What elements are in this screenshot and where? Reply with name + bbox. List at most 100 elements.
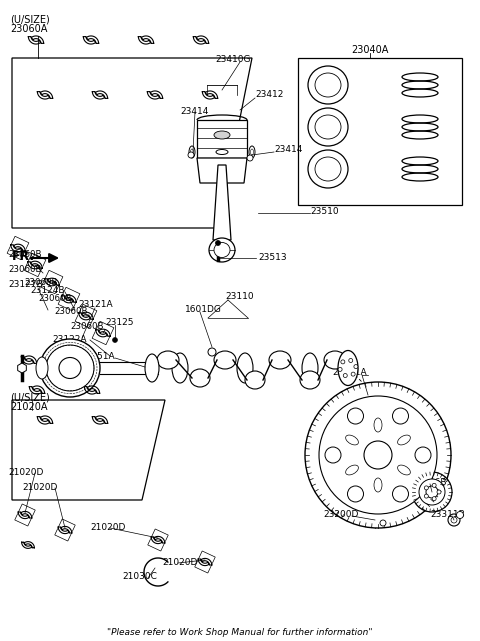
Polygon shape <box>98 329 110 337</box>
Ellipse shape <box>374 478 382 492</box>
Ellipse shape <box>397 435 410 445</box>
Text: FR.: FR. <box>12 250 35 263</box>
Text: 23513: 23513 <box>258 253 287 262</box>
Ellipse shape <box>300 371 320 389</box>
Text: 23412: 23412 <box>255 90 283 99</box>
Polygon shape <box>48 278 59 285</box>
Polygon shape <box>12 400 165 500</box>
Polygon shape <box>21 356 34 364</box>
Text: 24351A: 24351A <box>80 352 115 361</box>
Circle shape <box>208 348 216 356</box>
Polygon shape <box>31 261 42 268</box>
Text: 23311B: 23311B <box>430 510 465 519</box>
Text: 21020D: 21020D <box>90 523 125 532</box>
Text: 23414: 23414 <box>180 107 208 116</box>
Text: 23410G: 23410G <box>215 55 251 64</box>
Polygon shape <box>86 36 99 44</box>
Circle shape <box>415 447 431 463</box>
Ellipse shape <box>315 157 341 181</box>
Text: 21020D: 21020D <box>22 483 58 492</box>
Ellipse shape <box>397 465 410 475</box>
Polygon shape <box>61 526 72 533</box>
Polygon shape <box>96 91 108 99</box>
Ellipse shape <box>214 242 230 258</box>
Ellipse shape <box>36 357 48 379</box>
Polygon shape <box>21 512 32 518</box>
Polygon shape <box>12 58 252 228</box>
Circle shape <box>216 240 220 246</box>
Circle shape <box>424 486 428 490</box>
Ellipse shape <box>346 435 359 445</box>
Ellipse shape <box>419 479 445 505</box>
Text: 21030C: 21030C <box>122 572 157 581</box>
Ellipse shape <box>59 358 81 378</box>
Polygon shape <box>147 92 160 99</box>
Text: 21020A: 21020A <box>10 402 48 412</box>
Ellipse shape <box>269 351 291 369</box>
Ellipse shape <box>319 396 437 514</box>
Ellipse shape <box>412 472 452 512</box>
Polygon shape <box>45 279 57 286</box>
Circle shape <box>424 494 428 498</box>
Polygon shape <box>96 416 108 424</box>
Circle shape <box>432 483 436 487</box>
Polygon shape <box>62 296 73 303</box>
Bar <box>197 120 247 158</box>
Polygon shape <box>24 356 36 363</box>
Ellipse shape <box>190 369 210 387</box>
Text: 21121A: 21121A <box>332 368 367 377</box>
Circle shape <box>188 152 194 158</box>
Text: 23040A: 23040A <box>351 45 389 55</box>
Polygon shape <box>203 92 215 99</box>
Circle shape <box>448 514 460 526</box>
Ellipse shape <box>237 353 253 383</box>
Polygon shape <box>96 329 108 337</box>
Text: 23060B: 23060B <box>70 322 104 331</box>
Text: 21020D: 21020D <box>162 558 197 567</box>
Ellipse shape <box>46 345 94 391</box>
Ellipse shape <box>364 441 392 469</box>
Text: 23060B: 23060B <box>54 307 87 316</box>
Polygon shape <box>29 387 42 394</box>
Polygon shape <box>22 542 32 548</box>
Polygon shape <box>79 356 92 363</box>
Polygon shape <box>32 386 45 394</box>
Ellipse shape <box>189 146 195 158</box>
Polygon shape <box>37 417 50 424</box>
Polygon shape <box>28 262 39 269</box>
Polygon shape <box>201 558 212 565</box>
Polygon shape <box>205 91 217 99</box>
Polygon shape <box>150 91 163 99</box>
Text: 23060B: 23060B <box>8 250 41 259</box>
Ellipse shape <box>214 351 236 369</box>
Polygon shape <box>13 244 25 251</box>
Polygon shape <box>193 37 206 44</box>
Polygon shape <box>76 356 89 364</box>
Ellipse shape <box>324 351 346 369</box>
Text: 23060B: 23060B <box>24 278 58 287</box>
Ellipse shape <box>315 115 341 139</box>
Text: (U/SIZE): (U/SIZE) <box>10 14 50 24</box>
Polygon shape <box>141 36 154 44</box>
Ellipse shape <box>245 371 265 389</box>
Ellipse shape <box>426 486 438 498</box>
Ellipse shape <box>315 73 341 97</box>
Circle shape <box>338 367 342 371</box>
Ellipse shape <box>209 238 235 262</box>
Polygon shape <box>87 386 100 394</box>
Circle shape <box>393 408 408 424</box>
Circle shape <box>325 447 341 463</box>
Circle shape <box>348 486 363 502</box>
Text: 21020D: 21020D <box>8 468 43 477</box>
Polygon shape <box>92 417 105 424</box>
Text: "Please refer to Work Shop Manual for further information": "Please refer to Work Shop Manual for fu… <box>107 628 373 637</box>
Text: 23122A: 23122A <box>52 335 86 344</box>
Polygon shape <box>138 37 151 44</box>
Text: 23060B: 23060B <box>38 294 72 303</box>
Text: 23110: 23110 <box>225 292 253 301</box>
Text: 23121A: 23121A <box>78 300 113 309</box>
Ellipse shape <box>216 149 228 154</box>
Circle shape <box>354 365 358 369</box>
Ellipse shape <box>338 351 358 385</box>
Ellipse shape <box>374 418 382 432</box>
